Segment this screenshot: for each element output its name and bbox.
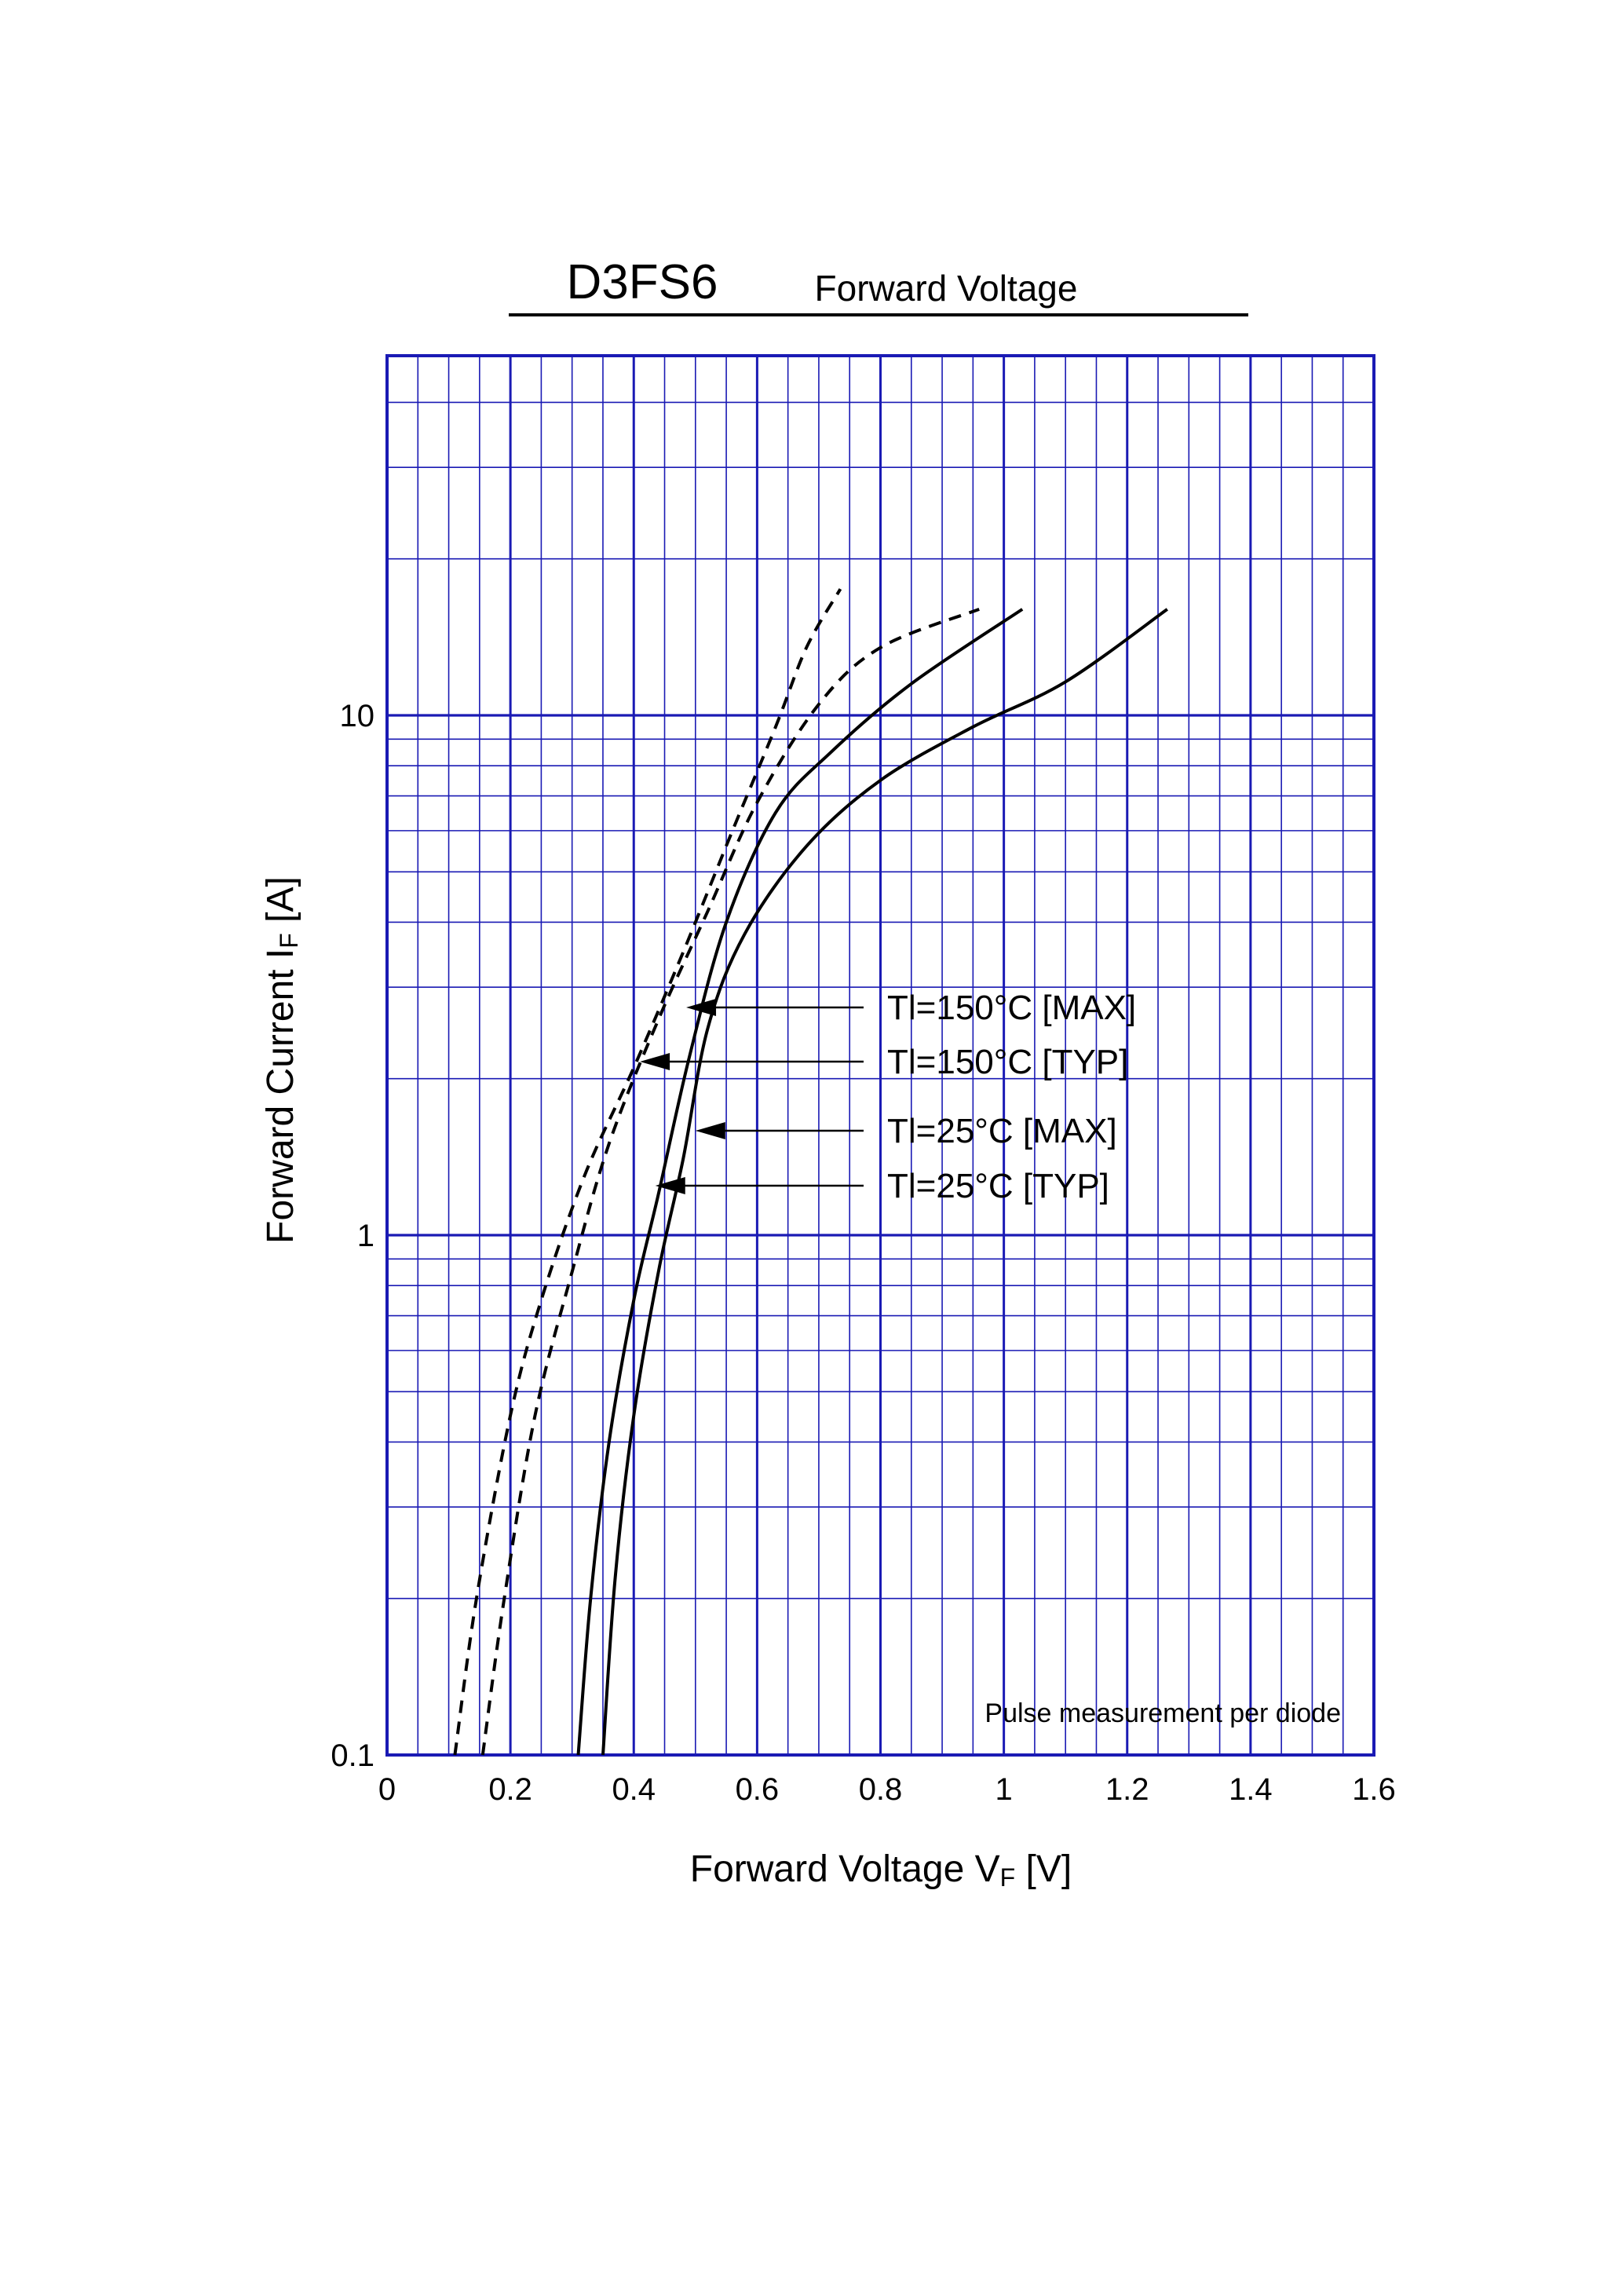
x-tick-label: 0 — [378, 1772, 396, 1807]
legend-arrows — [640, 999, 864, 1194]
x-tick-label: 0.8 — [859, 1772, 903, 1807]
legend-label: Tl=150°C [TYP] — [887, 1043, 1128, 1081]
legend-label: Tl=25°C [MAX] — [887, 1112, 1117, 1150]
legend-arrow-head — [695, 1122, 725, 1139]
y-tick-label: 10 — [340, 699, 375, 733]
x-tick-label: 1.6 — [1352, 1772, 1396, 1807]
chart-title: D3FS6 — [567, 255, 718, 309]
series-line-4 — [576, 608, 1024, 1756]
legend-label: Tl=150°C [MAX] — [887, 989, 1136, 1027]
legend-label: Tl=25°C [TYP] — [887, 1167, 1109, 1205]
legend-arrow-head — [640, 1053, 670, 1070]
y-tick-label: 0.1 — [331, 1738, 374, 1773]
x-tick-label: 1 — [995, 1772, 1013, 1807]
x-tick-label: 0.2 — [488, 1772, 532, 1807]
x-tick-label: 0.4 — [612, 1772, 656, 1807]
series-line-2 — [453, 588, 842, 1756]
legend-arrow-head — [686, 999, 717, 1016]
pulse-note: Pulse measurement per diode — [985, 1698, 1341, 1728]
series-line-3 — [601, 608, 1168, 1756]
x-tick-label: 0.6 — [736, 1772, 780, 1807]
chart-grid — [385, 354, 1375, 1757]
chart-series — [453, 588, 1168, 1756]
chart-subtitle: Forward Voltage — [815, 268, 1078, 309]
x-tick-label: 1.2 — [1105, 1772, 1149, 1807]
chart-text: D3FS6 Forward Voltage Forward Voltage VF [… — [260, 255, 1341, 1892]
x-axis-label: Forward Voltage VF [V] — [690, 1848, 1072, 1892]
chart-tick-labels: 0 0.2 0.4 0.6 0.8 1 1.2 1.4 1.6 0.1 1 10 — [331, 699, 1395, 1807]
y-tick-label: 1 — [357, 1219, 374, 1253]
legend-arrow-head — [655, 1177, 685, 1194]
series-line-1 — [480, 608, 980, 1756]
plot-frame — [385, 354, 1375, 1757]
chart-legend: Tl=150°C [MAX] Tl=150°C [TYP] Tl=25°C [MAX… — [887, 989, 1136, 1205]
x-tick-label: 1.4 — [1229, 1772, 1273, 1807]
y-axis-label: Forward Current IF [A] — [260, 876, 303, 1244]
